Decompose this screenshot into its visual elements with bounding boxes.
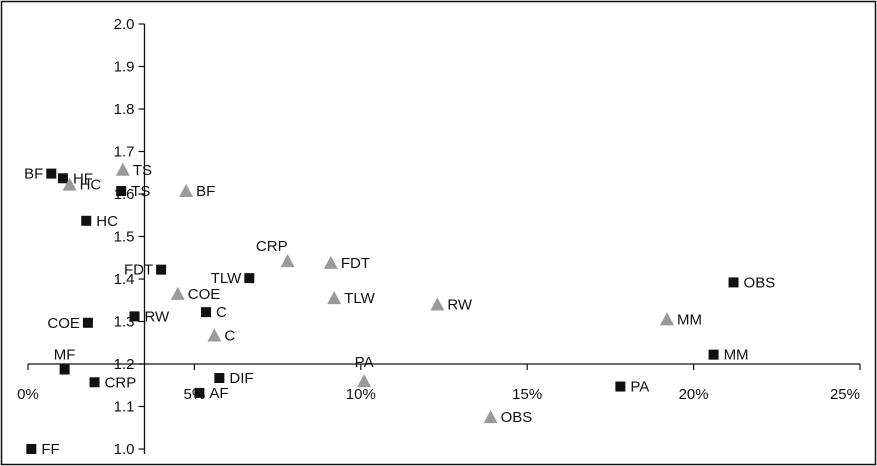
square-marker — [46, 168, 57, 179]
y-tick-label: 1.2 — [114, 356, 135, 373]
point-label: TS — [131, 183, 150, 200]
point-label: FDT — [341, 255, 370, 272]
triangle-marker — [280, 254, 295, 268]
point-label: DIF — [229, 370, 253, 387]
square-marker — [81, 215, 92, 226]
triangle-marker — [62, 177, 77, 191]
point-label: FF — [41, 441, 59, 458]
point-label: HF — [73, 170, 93, 187]
y-tick-label: 1.0 — [114, 441, 135, 458]
point-label: CRP — [105, 374, 137, 391]
triangle-marker — [170, 286, 185, 300]
y-tick-label: 1.8 — [114, 101, 135, 118]
point-label: OBS — [744, 274, 776, 291]
square-marker — [82, 317, 93, 328]
square-marker — [116, 186, 127, 197]
point-label: C — [224, 328, 235, 345]
point-label: OBS — [501, 409, 533, 426]
point-label: COE — [47, 315, 80, 332]
point-label: RW — [447, 297, 473, 314]
square-marker — [244, 273, 255, 284]
triangle-marker — [357, 374, 372, 387]
y-tick-label: 1.7 — [114, 144, 135, 161]
square-marker — [708, 349, 719, 360]
point-label: HC — [96, 213, 118, 230]
point-label: COE — [188, 286, 221, 303]
y-tick-label: 1.1 — [114, 399, 135, 416]
square-marker — [26, 444, 37, 454]
point-label: MM — [677, 311, 702, 328]
x-tick-label: 20% — [679, 386, 709, 403]
square-marker — [615, 381, 626, 392]
square-marker — [59, 364, 70, 375]
point-label: TLW — [211, 270, 242, 287]
triangle-marker — [430, 297, 445, 311]
y-tick-label: 1.9 — [114, 59, 135, 76]
x-tick-label: 10% — [346, 386, 376, 403]
point-label: PA — [630, 379, 649, 396]
x-tick-label: 0% — [17, 386, 39, 403]
y-tick-label: 1.5 — [114, 229, 135, 246]
point-label: FDT — [124, 262, 153, 279]
triangle-marker — [323, 255, 338, 269]
point-label: MF — [54, 347, 76, 364]
point-label: CRP — [256, 238, 288, 255]
y-tick-label: 2.0 — [114, 16, 135, 33]
point-label: BF — [196, 183, 215, 200]
point-label: TS — [133, 162, 152, 179]
x-tick-label: 25% — [830, 386, 860, 403]
x-tick-label: 15% — [512, 386, 542, 403]
point-label: PA — [355, 354, 374, 371]
square-marker — [194, 387, 205, 398]
triangle-marker — [179, 184, 194, 198]
square-marker — [57, 173, 68, 184]
point-label: BF — [24, 166, 43, 183]
square-marker — [214, 373, 225, 384]
triangle-marker — [207, 328, 222, 342]
point-label: HC — [80, 177, 102, 194]
point-label: C — [216, 304, 227, 321]
square-marker — [156, 264, 167, 275]
point-label: AF — [209, 385, 228, 402]
square-marker — [129, 311, 140, 322]
triangle-marker — [483, 410, 498, 424]
triangle-marker — [659, 312, 674, 326]
triangle-marker — [327, 291, 342, 305]
y-tick-label: 1.4 — [114, 271, 135, 288]
point-label: RW — [144, 308, 170, 325]
square-marker — [201, 307, 212, 318]
point-label: TLW — [344, 290, 375, 307]
point-label: MM — [724, 347, 749, 364]
square-marker — [89, 377, 100, 388]
triangle-marker — [115, 162, 130, 176]
square-marker — [728, 277, 739, 288]
y-tick-label: 1.3 — [114, 314, 135, 331]
